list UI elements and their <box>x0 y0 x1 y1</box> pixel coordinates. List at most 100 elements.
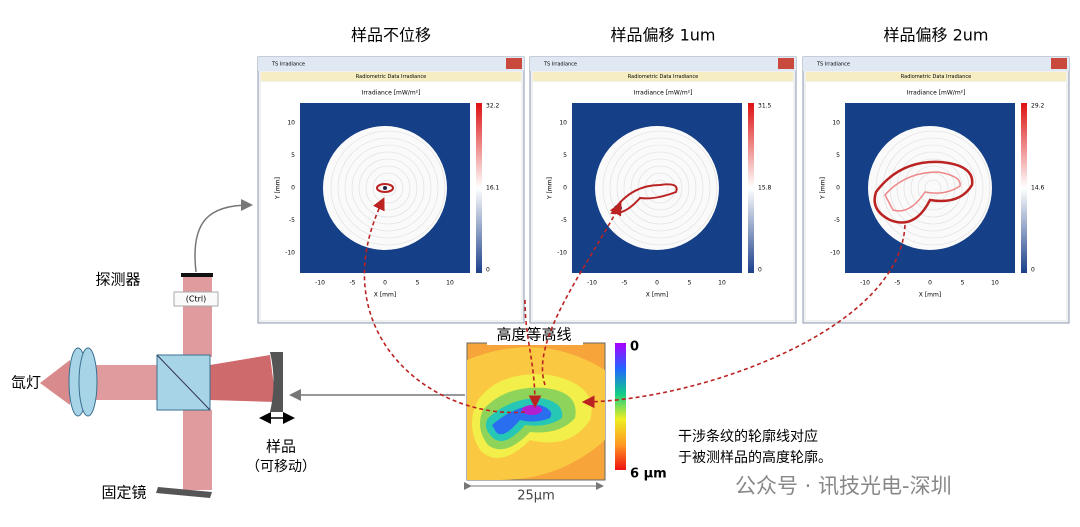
y-tick-label: -5 <box>289 217 295 224</box>
x-axis-label: X [mm] <box>919 292 941 299</box>
y-tick-label: 10 <box>832 120 840 127</box>
colorbar <box>476 103 482 273</box>
faint-fringe <box>910 165 956 211</box>
panel-title: 样品不位移 <box>351 26 431 45</box>
beam <box>183 410 212 490</box>
y-tick-label: 0 <box>563 185 567 192</box>
irradiance-window: 样品偏移 1um TS Irradiance Radiometric Data Ir… <box>529 26 797 324</box>
header-text: Radiometric Data Irradiance <box>356 74 426 80</box>
fringe <box>610 183 678 215</box>
optical-setup: (Ctrl) 探测器 氙灯 样品 （可移动） 固定镜 <box>11 271 316 502</box>
caption-line: 于被测样品的高度轮廓。 <box>678 449 832 466</box>
gray-arrow <box>194 199 253 273</box>
irradiance-window: 样品偏移 2um TS Irradiance Radiometric Data Ir… <box>802 26 1070 324</box>
fringe <box>376 183 394 193</box>
detector-label: 探测器 <box>95 271 140 289</box>
colorbar-label: 29.2 <box>1031 103 1045 110</box>
faint-fringe <box>358 158 418 218</box>
x-tick-label: -10 <box>587 280 597 287</box>
colorbar-label: 16.1 <box>486 185 500 192</box>
header <box>261 72 521 81</box>
x-tick-label: 10 <box>718 280 726 287</box>
lens <box>78 347 98 417</box>
plot-title: Irradiance [mW/m²] <box>362 90 421 97</box>
x-tick-label: 5 <box>961 280 965 287</box>
faint-fringe <box>344 144 432 232</box>
header-text: Radiometric Data Irradiance <box>628 74 698 80</box>
faint-fringe <box>924 179 942 197</box>
y-tick-label: -5 <box>561 217 567 224</box>
y-tick-label: 5 <box>291 152 295 159</box>
detector <box>181 273 213 277</box>
colorbar-label: 32.2 <box>486 103 500 110</box>
header <box>806 72 1066 81</box>
x-tick-label: 10 <box>446 280 454 287</box>
contour-title: 高度等高线 <box>496 326 571 344</box>
close-button[interactable] <box>778 58 794 69</box>
x-axis-label: X [mm] <box>374 292 396 299</box>
x-tick-label: 0 <box>383 280 387 287</box>
fringe <box>873 160 974 224</box>
y-tick-label: 10 <box>559 120 567 127</box>
close-button[interactable] <box>506 58 522 69</box>
sample-note: （可移动） <box>246 459 316 475</box>
faint-fringe <box>644 172 676 204</box>
colorbar-label: 15.8 <box>758 185 772 192</box>
y-axis-label: Y [mm] <box>547 177 554 200</box>
scale-top: 0 <box>630 340 639 355</box>
y-tick-label: 10 <box>287 120 295 127</box>
faint-fringe <box>330 130 446 246</box>
red-arrow <box>541 202 622 386</box>
y-tick-label: -10 <box>830 250 840 257</box>
panels: 样品不位移 TS Irradiance Radiometric Data Irrad… <box>257 26 1070 324</box>
x-tick-label: -5 <box>895 280 901 287</box>
close-button[interactable] <box>1051 58 1067 69</box>
splitter-diagonal <box>156 354 211 411</box>
faint-fringe <box>623 151 697 225</box>
faint-fringe <box>351 151 425 225</box>
red-arrow <box>363 197 526 414</box>
paste-hint: (Ctrl) <box>186 295 206 304</box>
x-tick-label: -10 <box>315 280 325 287</box>
x-tick-label: -5 <box>622 280 628 287</box>
title-bar <box>258 57 524 71</box>
pupil <box>868 126 992 250</box>
contour-peak <box>522 405 542 415</box>
title-bg <box>487 325 583 345</box>
height-colorbar <box>615 343 626 470</box>
faint-fringe <box>889 144 977 232</box>
window-title: TS Irradiance <box>271 62 305 68</box>
title-bar <box>803 57 1069 71</box>
x-tick-label: -5 <box>350 280 356 287</box>
header-text: Radiometric Data Irradiance <box>901 74 971 80</box>
red-arrow <box>524 299 542 409</box>
sample-mirror <box>270 352 283 412</box>
sample-label: 样品 <box>266 438 296 456</box>
beam <box>183 277 212 357</box>
paste-button[interactable] <box>173 291 219 307</box>
fixed-mirror-label: 固定镜 <box>101 484 146 502</box>
title-bar <box>530 57 796 71</box>
colorbar-label: 31.5 <box>758 103 772 110</box>
colorbar-label: 0 <box>486 267 490 274</box>
fixed-mirror <box>156 487 212 498</box>
beam <box>210 355 276 402</box>
x-tick-label: 0 <box>655 280 659 287</box>
plot-title: Irradiance [mW/m²] <box>634 90 693 97</box>
watermark: 公众号 · 讯技光电-深圳 <box>735 474 952 498</box>
x-tick-label: 0 <box>928 280 932 287</box>
faint-fringe <box>609 137 711 239</box>
y-tick-label: -10 <box>557 250 567 257</box>
faint-fringe <box>637 165 683 211</box>
width-label: 25μm <box>517 489 554 504</box>
y-tick-label: 5 <box>836 152 840 159</box>
window-title: TS Irradiance <box>543 62 577 68</box>
y-tick-label: 0 <box>291 185 295 192</box>
faint-fringe <box>372 172 404 204</box>
scale-bottom: 6 μm <box>630 467 667 482</box>
y-tick-label: -5 <box>834 217 840 224</box>
fringe-core <box>383 186 387 190</box>
colorbar-label: 0 <box>758 267 762 274</box>
faint-fringe <box>875 130 991 246</box>
faint-fringe <box>903 158 963 218</box>
